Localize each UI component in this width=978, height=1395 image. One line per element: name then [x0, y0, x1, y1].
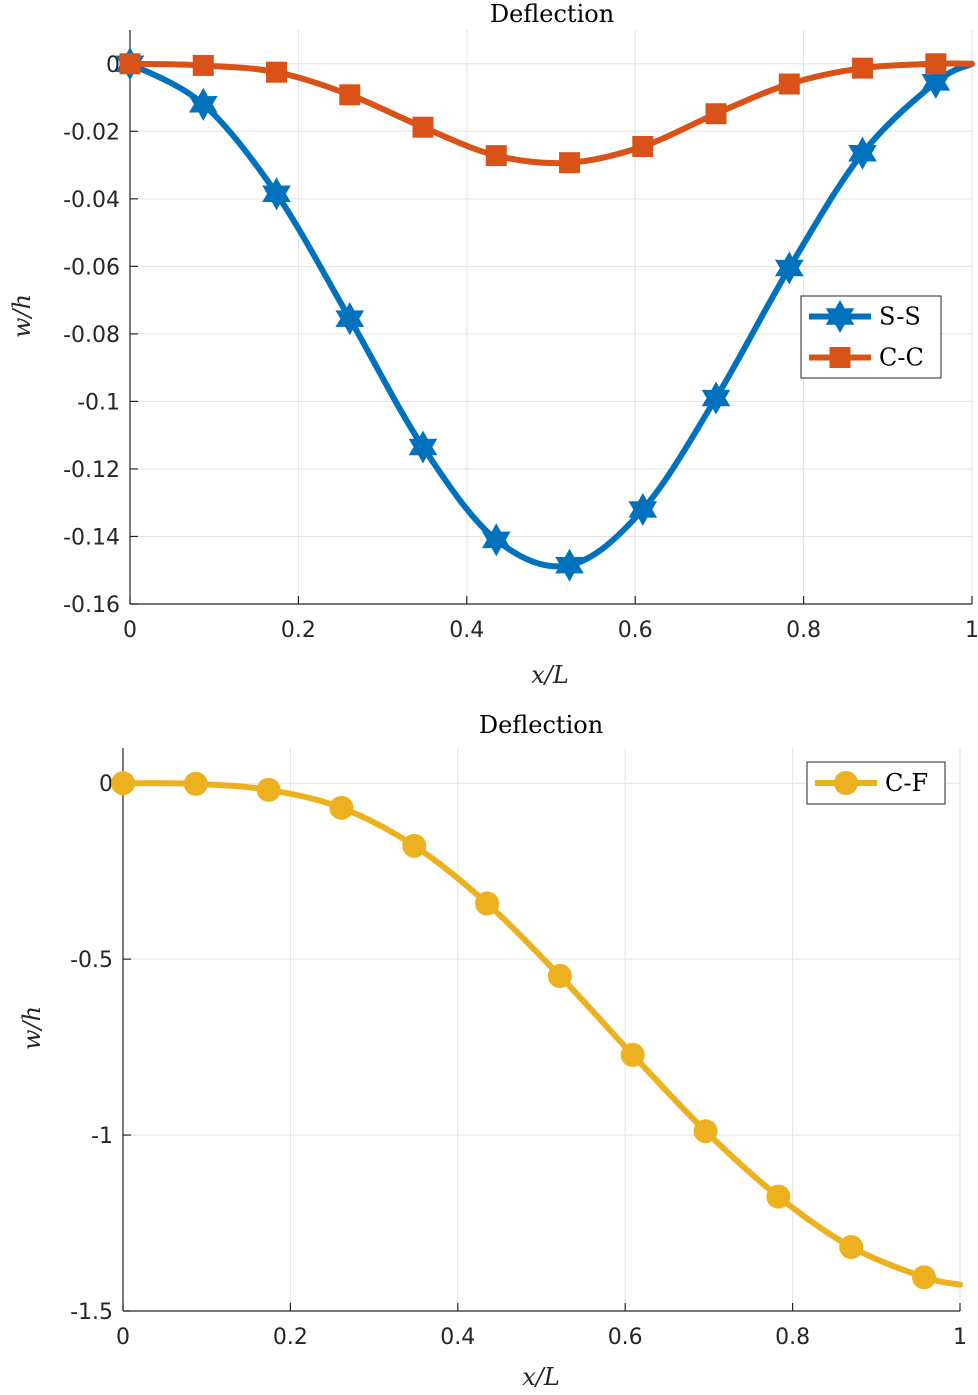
top-series-s-s-marker-5 [481, 523, 511, 557]
bottom-legend-c-f-label: C-F [885, 769, 928, 797]
top-series-c-c-marker-6 [559, 152, 581, 174]
bottom-series-c-f-marker-5 [475, 891, 500, 916]
top-series-c-c-marker-3 [339, 84, 361, 106]
top-x-tick-label-0: 0 [123, 618, 137, 643]
top-series-c-c-marker-0 [119, 53, 141, 75]
bottom-series-c-f-marker-11 [912, 1265, 937, 1290]
bottom-y-tick-label-0: 0 [99, 772, 113, 797]
bottom-x-tick-label-2: 0.4 [440, 1325, 475, 1350]
top-series-s-s-marker-9 [774, 251, 804, 285]
bottom-series-c-f [111, 771, 963, 1290]
bottom-x-tick-label-4: 0.8 [775, 1325, 810, 1350]
bottom-series-c-f-marker-7 [620, 1042, 645, 1067]
top-legend-c-c-marker-0 [829, 347, 851, 368]
bottom-plot-legend: C-F [806, 761, 946, 805]
top-y-tick-label-3: -0.06 [63, 255, 120, 280]
top-series-s-s-marker-4 [408, 430, 438, 464]
bottom-x-tick-label-1: 0.2 [273, 1325, 308, 1350]
bottom-plot-ylabel-group: w/h [18, 1006, 46, 1050]
bottom-series-c-f-marker-4 [402, 833, 427, 858]
top-series-s-s-marker-3 [335, 302, 365, 336]
top-x-tick-label-4: 0.8 [786, 618, 821, 643]
bottom-series-c-f-marker-1 [183, 771, 208, 796]
top-series-s-s-marker-10 [848, 136, 877, 170]
bottom-series-c-f-marker-9 [766, 1184, 791, 1209]
bottom-plot-xlabel: x/L [522, 1363, 560, 1391]
bottom-y-tick-label-1: -0.5 [70, 948, 113, 973]
top-series-s-s-marker-2 [262, 177, 291, 211]
top-y-tick-label-2: -0.04 [63, 188, 120, 213]
top-x-tick-label-1: 0.2 [281, 618, 316, 643]
bottom-y-tick-label-3: -1.5 [70, 1300, 113, 1325]
top-series-s-s-marker-1 [188, 87, 218, 121]
top-x-tick-label-5: 1 [965, 618, 978, 643]
top-series-c-c-marker-4 [412, 116, 434, 138]
bottom-plot-ylabel: w/h [18, 1006, 46, 1050]
bottom-x-tick-label-3: 0.6 [608, 1325, 643, 1350]
top-series-c-c-marker-10 [852, 57, 874, 79]
top-series-s-s-marker-8 [701, 381, 731, 415]
top-series-c-c-marker-8 [705, 103, 727, 125]
top-x-tick-label-2: 0.4 [449, 618, 484, 643]
top-series-s-s-marker-11 [921, 65, 951, 99]
top-series-s-s-marker-6 [555, 548, 584, 582]
top-series-s-s-marker-7 [628, 492, 658, 527]
top-x-tick-label-3: 0.6 [618, 618, 653, 643]
bottom-series-c-f-marker-8 [693, 1119, 718, 1144]
top-series-c-c-marker-11 [925, 53, 947, 75]
top-y-tick-label-7: -0.14 [63, 525, 120, 550]
bottom-x-tick-label-5: 1 [953, 1325, 967, 1350]
top-y-tick-label-6: -0.12 [63, 458, 120, 483]
top-legend-box [800, 295, 942, 379]
top-series-c-c-marker-1 [192, 54, 214, 76]
top-series-c-c-marker-9 [778, 73, 800, 95]
top-deflection-plot: Deflection w/h x/L 0 0.2 0.4 0.6 0.8 10-0.02-… [8, 0, 978, 689]
top-legend-c-c-label: C-C [879, 344, 924, 372]
top-plot-ylabel: w/h [8, 294, 36, 338]
top-y-tick-label-1: -0.02 [63, 120, 120, 145]
bottom-deflection-plot: Deflection w/h x/L 0 0.2 0.4 0.6 0.8 1 0 -0.5 -1… [18, 711, 967, 1391]
top-y-tick-label-8: -0.16 [63, 593, 120, 618]
top-y-tick-label-5: -0.1 [77, 390, 120, 415]
top-series-c-c-marker-5 [485, 145, 507, 167]
top-plot-legend: S-S C-C [800, 295, 942, 379]
top-plot-title: Deflection [490, 0, 614, 28]
bottom-series-c-f-marker-6 [547, 964, 572, 989]
bottom-series-c-f-marker-2 [256, 777, 281, 802]
top-legend-s-s-marker-0 [825, 299, 855, 334]
top-series-c-c-marker-2 [266, 61, 288, 83]
top-plot-xlabel: x/L [531, 661, 569, 689]
top-y-tick-label-4: -0.08 [63, 323, 120, 348]
top-plot-ylabel-group: w/h [8, 294, 36, 338]
bottom-y-tick-label-2: -1 [91, 1124, 113, 1149]
bottom-series-c-f-marker-0 [111, 771, 135, 796]
bottom-x-tick-label-0: 0 [116, 1325, 130, 1350]
top-series-c-c [119, 53, 975, 174]
top-legend-s-s-label: S-S [879, 303, 921, 331]
bottom-series-c-f-marker-3 [329, 795, 354, 820]
bottom-plot-title: Deflection [479, 711, 603, 739]
top-series-c-c-marker-7 [632, 135, 654, 157]
bottom-legend-c-f-marker-0 [834, 771, 858, 795]
bottom-series-c-f-marker-10 [839, 1234, 864, 1259]
